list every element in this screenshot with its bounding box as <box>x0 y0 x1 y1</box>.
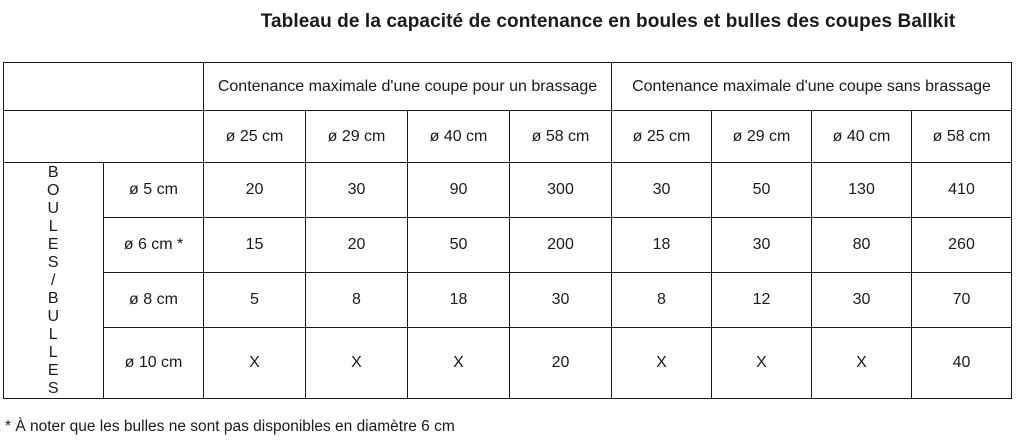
row-header: ø 5 cm <box>103 162 204 218</box>
page-title: Tableau de la capacité de contenance en … <box>260 11 956 32</box>
data-cell: 20 <box>305 217 408 273</box>
data-cell: 8 <box>611 272 712 328</box>
data-cell: 30 <box>611 162 712 218</box>
data-cell: 80 <box>811 217 912 273</box>
data-cell: 70 <box>910 272 1013 328</box>
col-header-diameter: ø 29 cm <box>711 110 812 163</box>
group-header-sans-brassage: Contenance maximale d'une coupe sans bra… <box>610 62 1013 111</box>
data-cell: 8 <box>305 272 408 328</box>
table-row-diameter-headers: ø 25 cm ø 29 cm ø 40 cm ø 58 cm ø 25 cm … <box>3 110 1013 163</box>
data-cell: X <box>811 327 912 399</box>
data-cell: 30 <box>711 217 812 273</box>
footnote: * À noter que les bulles ne sont pas dis… <box>5 418 455 435</box>
data-cell: 410 <box>910 162 1013 218</box>
col-header-diameter: ø 40 cm <box>811 110 912 163</box>
data-cell: 200 <box>509 217 612 273</box>
data-cell: 20 <box>203 162 306 218</box>
table-row-group-headers: Contenance maximale d'une coupe pour un … <box>3 62 1013 111</box>
table-row: ø 6 cm * 15 20 50 200 18 30 80 260 <box>4 217 1013 273</box>
data-cell: 30 <box>811 272 912 328</box>
data-cell: X <box>305 327 408 399</box>
data-cell: 40 <box>910 327 1013 399</box>
data-cell: 260 <box>910 217 1013 273</box>
data-cell: 18 <box>407 272 510 328</box>
data-cell: X <box>203 327 306 399</box>
data-cell: 50 <box>407 217 510 273</box>
data-cell: X <box>407 327 510 399</box>
col-header-diameter: ø 58 cm <box>910 110 1013 163</box>
group-header-brassage: Contenance maximale d'une coupe pour un … <box>203 62 612 111</box>
row-header: ø 6 cm * <box>103 217 204 273</box>
data-cell: 20 <box>509 327 612 399</box>
data-cell: 5 <box>203 272 306 328</box>
data-cell: 30 <box>305 162 408 218</box>
empty-corner <box>3 110 204 163</box>
capacity-table: Contenance maximale d'une coupe pour un … <box>3 62 1013 399</box>
data-cell: 18 <box>611 217 712 273</box>
data-cell: 90 <box>407 162 510 218</box>
table-row: ø 10 cm X X X 20 X X X 40 <box>4 327 1013 399</box>
col-header-diameter: ø 40 cm <box>407 110 510 163</box>
vertical-axis-label: B O U L E S / B U L L E S <box>3 162 104 399</box>
empty-corner <box>3 62 204 111</box>
data-cell: 30 <box>509 272 612 328</box>
col-header-diameter: ø 25 cm <box>203 110 306 163</box>
data-cell: X <box>711 327 812 399</box>
table-row: B O U L E S / B U L L E S ø 5 cm 20 30 9… <box>3 162 1013 399</box>
col-header-diameter: ø 29 cm <box>305 110 408 163</box>
row-header: ø 8 cm <box>103 272 204 328</box>
col-header-diameter: ø 25 cm <box>611 110 712 163</box>
data-cell: 130 <box>811 162 912 218</box>
data-cell: 15 <box>203 217 306 273</box>
table-row: ø 8 cm 5 8 18 30 8 12 30 70 <box>4 272 1013 328</box>
data-cell: X <box>611 327 712 399</box>
data-cell: 50 <box>711 162 812 218</box>
data-cell: 12 <box>711 272 812 328</box>
data-cell: 300 <box>509 162 612 218</box>
row-header: ø 10 cm <box>103 327 204 399</box>
col-header-diameter: ø 58 cm <box>509 110 612 163</box>
